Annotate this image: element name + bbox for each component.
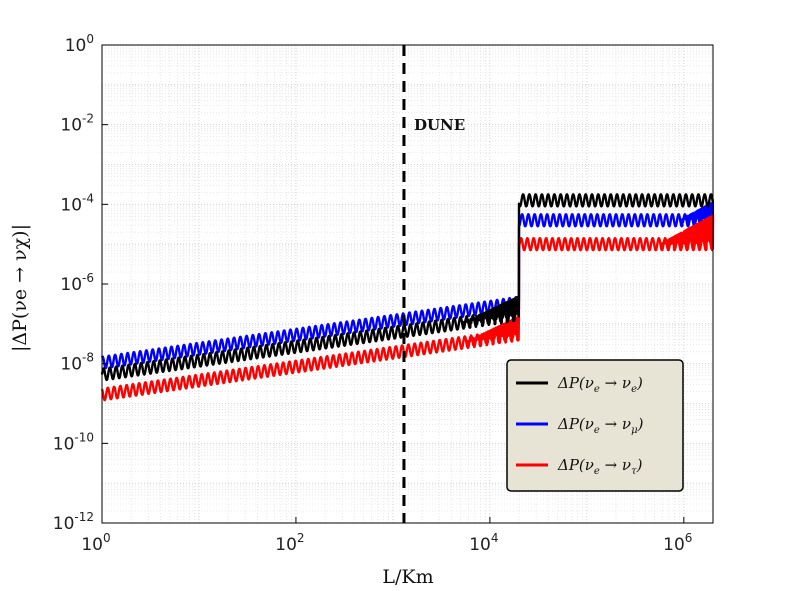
legend-label: ΔP(νe → νe)	[557, 374, 643, 395]
y-tick-label: 10-10	[53, 430, 94, 454]
legend-label: ΔP(νe → νμ)	[557, 415, 644, 436]
x-tick-label: 106	[663, 531, 692, 555]
x-tick-label: 102	[275, 531, 304, 555]
legend-item: ΔP(νe → ντ)	[516, 456, 643, 477]
series-line	[100, 202, 715, 370]
x-tick-label: 104	[469, 531, 498, 555]
legend-box	[506, 359, 684, 492]
legend-item: ΔP(νe → νμ)	[516, 415, 644, 436]
y-tick-label: 10-2	[60, 112, 94, 136]
x-tick-label: 100	[81, 531, 110, 555]
y-tick-label: 10-6	[60, 271, 94, 295]
y-tick-label: 10-4	[60, 191, 94, 215]
y-tick-label: 10-8	[60, 351, 94, 375]
series-line	[100, 214, 715, 402]
series-layer	[100, 193, 715, 402]
axis-ticks: 100 102 104 106 100 10-2 10-4 10-6 10-8 10-10 10-1…	[53, 32, 693, 555]
y-axis-title: |ΔP(νe → νχ)|	[9, 224, 31, 352]
dune-annotation: DUNE	[414, 116, 465, 134]
x-axis-title: L/Km	[382, 566, 433, 588]
legend-item: ΔP(νe → νe)	[516, 374, 643, 395]
y-tick-label: 100	[65, 32, 94, 56]
series-line	[100, 193, 715, 382]
legend-label: ΔP(νe → ντ)	[557, 456, 643, 477]
legend: ΔP(νe → νe) ΔP(νe → νμ) ΔP(νe → ντ)	[506, 359, 684, 492]
y-tick-label: 10-12	[53, 510, 94, 534]
